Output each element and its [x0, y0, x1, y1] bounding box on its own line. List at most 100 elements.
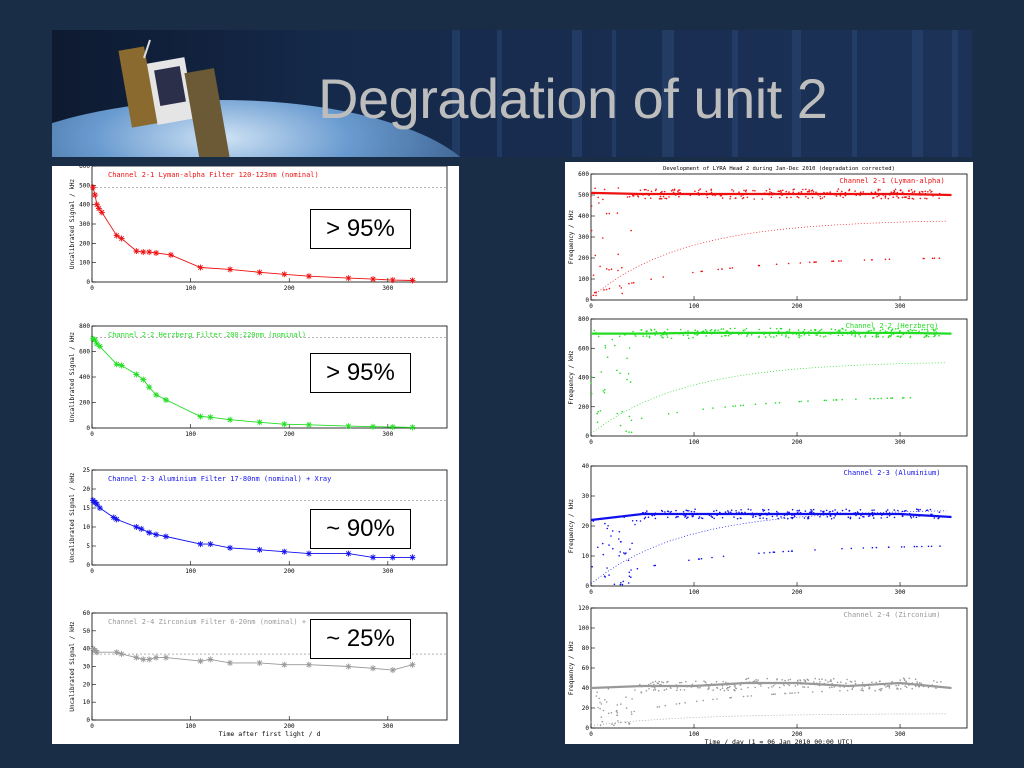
data-point	[851, 684, 853, 687]
data-point	[765, 336, 767, 338]
data-point	[909, 512, 911, 515]
data-point	[664, 511, 666, 513]
y-tick-label: 200	[79, 240, 90, 247]
data-point	[595, 291, 597, 293]
data-point	[890, 191, 892, 193]
data-point	[921, 328, 923, 331]
data-point	[389, 554, 396, 561]
data-point	[871, 335, 874, 338]
data-point	[669, 512, 672, 514]
data-point	[660, 681, 663, 683]
data-point	[829, 510, 831, 513]
data-point	[595, 695, 598, 697]
data-point	[828, 192, 830, 195]
raw-drift-curve	[590, 362, 947, 434]
data-point	[778, 686, 781, 689]
data-point	[666, 516, 669, 519]
data-point	[710, 191, 713, 194]
data-point	[687, 334, 689, 337]
data-point	[901, 397, 904, 399]
data-point	[590, 392, 593, 395]
data-point	[902, 513, 905, 515]
data-point	[781, 679, 783, 681]
data-point	[887, 336, 890, 339]
data-point	[653, 328, 656, 331]
data-point	[662, 681, 665, 684]
data-point	[931, 257, 934, 260]
data-point	[758, 514, 761, 516]
data-point	[755, 680, 758, 683]
data-point	[776, 678, 778, 681]
data-point	[848, 510, 850, 512]
data-point	[610, 712, 613, 714]
x-tick-label: 300	[382, 285, 393, 292]
data-point	[832, 260, 835, 262]
data-point	[852, 329, 855, 332]
data-point	[701, 270, 703, 273]
data-point	[921, 545, 923, 548]
data-point	[91, 192, 98, 198]
data-point	[619, 583, 622, 586]
data-point	[792, 191, 794, 193]
data-point	[281, 421, 288, 428]
data-point	[764, 512, 767, 515]
data-point	[773, 336, 775, 338]
data-point	[918, 682, 921, 684]
data-point	[613, 583, 616, 586]
data-point	[679, 689, 682, 691]
data-point	[627, 582, 630, 584]
data-point	[888, 258, 891, 261]
data-point	[771, 693, 773, 696]
data-point	[912, 198, 915, 200]
data-point	[625, 707, 628, 709]
data-point	[743, 189, 745, 192]
data-point	[724, 334, 726, 337]
data-point	[756, 192, 758, 195]
data-point	[634, 689, 636, 691]
data-point	[602, 237, 604, 239]
data-point	[868, 687, 871, 690]
data-point	[778, 333, 780, 335]
data-point	[798, 510, 800, 512]
data-point	[789, 678, 792, 681]
data-point	[913, 190, 916, 192]
data-point	[902, 333, 904, 336]
data-point	[786, 514, 788, 516]
data-point	[934, 686, 937, 688]
data-point	[624, 721, 627, 724]
data-point	[740, 333, 743, 335]
data-point	[903, 196, 906, 198]
data-point	[688, 510, 690, 512]
data-point	[705, 190, 708, 193]
data-point	[701, 332, 703, 334]
data-point	[827, 681, 829, 683]
data-point	[655, 332, 657, 335]
data-point	[927, 545, 930, 548]
data-point	[869, 397, 871, 400]
y-tick-label: 600	[578, 345, 589, 352]
data-point	[862, 191, 865, 193]
data-point	[691, 515, 694, 518]
data-point	[600, 716, 603, 718]
data-point	[639, 683, 641, 686]
data-point	[808, 190, 811, 193]
data-point	[908, 189, 910, 192]
data-point	[751, 512, 754, 514]
data-point	[629, 548, 631, 550]
data-point	[738, 511, 740, 514]
data-point	[848, 188, 851, 191]
data-point	[859, 332, 862, 335]
x-tick-label: 300	[382, 723, 393, 730]
data-point	[678, 189, 681, 191]
data-point	[859, 509, 862, 511]
data-point	[597, 546, 599, 549]
data-point	[605, 212, 608, 215]
data-point	[877, 397, 879, 400]
data-point	[855, 194, 857, 197]
data-point	[901, 191, 904, 193]
data-point	[928, 333, 930, 335]
data-point	[859, 194, 861, 197]
data-point	[816, 192, 819, 195]
data-point	[798, 512, 800, 515]
y-tick-label: 15	[83, 505, 91, 512]
